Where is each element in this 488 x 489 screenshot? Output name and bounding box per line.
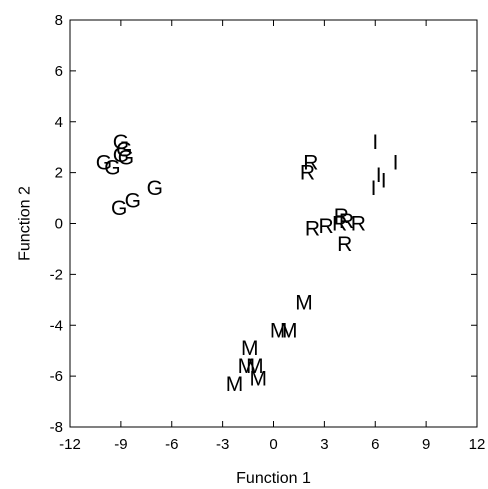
x-tick-label: -12 [59,436,81,453]
data-point-m: M [238,355,256,378]
x-tick-label: -6 [165,436,178,453]
data-point-i: I [376,164,382,187]
data-point-i: I [393,151,399,174]
data-point-r: R [334,205,349,228]
x-tick-label: 0 [269,436,277,453]
data-point-r: R [305,218,320,241]
data-point-g: G [96,151,112,174]
data-point-m: M [295,291,313,314]
data-point-m: M [249,368,267,391]
data-point-i: I [381,169,387,192]
data-point-r: R [337,233,352,256]
data-point-m: M [280,319,298,342]
y-tick-label: 8 [55,12,63,29]
data-point-g: G [147,177,163,200]
data-point-r: R [339,210,354,233]
x-axis-title: Function 1 [236,470,311,487]
data-point-r: R [351,213,366,236]
y-axis-title: Function 2 [17,186,34,261]
y-tick-label: -2 [50,266,63,283]
data-point-m: M [226,373,244,396]
x-tick-label: 9 [422,436,430,453]
data-point-m: M [246,355,264,378]
y-tick-label: 2 [55,165,63,182]
x-axis-ticks: -12 -9 -6 -3 0 3 6 9 12 [59,20,485,453]
data-point-r: R [318,215,333,238]
y-tick-label: -6 [50,368,63,385]
x-tick-label: -3 [216,436,229,453]
data-point-g: G [125,190,141,213]
data-point-i: I [371,177,377,200]
data-point-m: M [241,337,259,360]
data-point-g: G [113,131,129,154]
data-point-r: R [300,162,315,185]
y-axis-ticks: -8 -6 -4 -2 0 2 4 6 8 [50,12,477,436]
data-point-g: G [104,157,120,180]
y-tick-label: -8 [50,419,63,436]
x-tick-label: -9 [114,436,127,453]
data-point-m: M [270,319,288,342]
x-tick-label: 12 [469,436,486,453]
data-point-g: G [116,139,132,162]
plot-area-frame [69,19,478,428]
data-point-r: R [332,213,347,236]
data-point-r: R [303,151,318,174]
y-tick-label: 6 [55,63,63,80]
y-tick-label: 4 [55,114,63,131]
data-point-g: G [111,197,127,220]
data-point-i: I [372,131,378,154]
x-tick-label: 3 [320,436,328,453]
data-point-g: G [118,146,134,169]
y-tick-label: 0 [55,216,63,233]
data-point-g: G [113,144,129,167]
y-tick-label: -4 [50,317,63,334]
x-tick-label: 6 [371,436,379,453]
